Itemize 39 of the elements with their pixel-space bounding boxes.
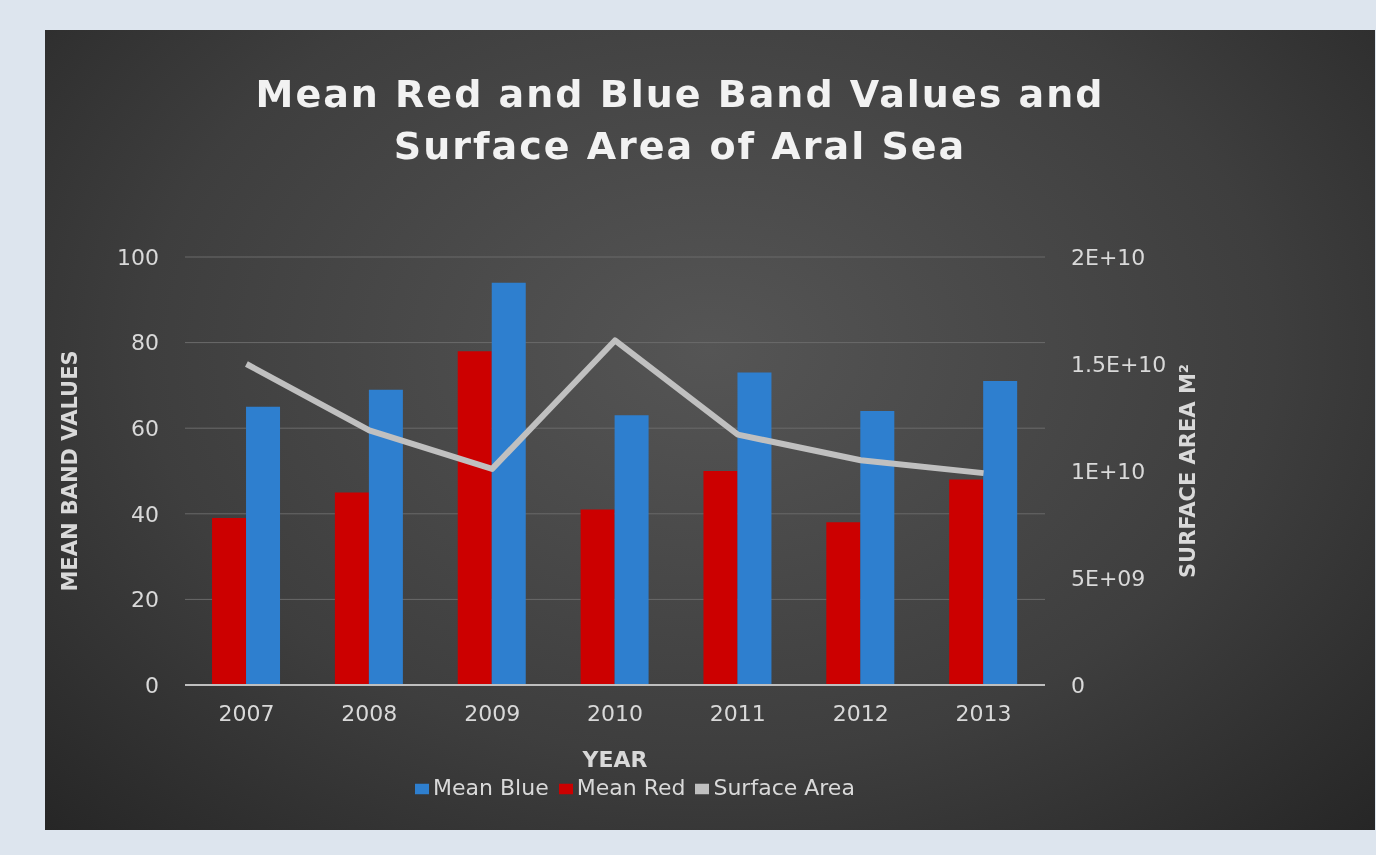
bar — [457, 351, 492, 685]
y2-tick-label: 1.5E+10 — [1071, 351, 1167, 377]
y2-axis-title: SURFACE AREA M² — [1176, 363, 1200, 579]
legend-label: Surface Area — [713, 775, 855, 800]
x-tick-label: 2013 — [955, 700, 1012, 726]
y2-tick-label: 2E+10 — [1071, 244, 1146, 270]
x-tick-label: 2008 — [341, 700, 398, 726]
bar — [737, 372, 772, 685]
y-tick-label: 0 — [145, 672, 159, 698]
legend-label: Mean Red — [576, 775, 686, 800]
x-tick-label: 2010 — [587, 700, 643, 726]
bar — [860, 411, 895, 685]
bar — [983, 381, 1018, 685]
x-tick-label: 2012 — [832, 700, 889, 726]
bar — [212, 518, 247, 685]
y2-tick-label: 1E+10 — [1071, 458, 1146, 484]
y-tick-label: 60 — [131, 416, 159, 442]
bar — [491, 282, 526, 685]
x-tick-label: 2011 — [709, 700, 766, 726]
bar — [580, 509, 615, 685]
y-tick-label: 20 — [131, 587, 159, 613]
bar — [246, 406, 281, 685]
bar — [826, 522, 861, 685]
x-axis-title: YEAR — [581, 747, 648, 772]
y-tick-label: 40 — [131, 501, 159, 527]
y-tick-label: 80 — [131, 330, 159, 356]
bar — [703, 471, 738, 685]
y-axis-title: MEAN BAND VALUES — [58, 350, 83, 592]
y-tick-label: 100 — [117, 244, 159, 270]
bar — [334, 492, 369, 685]
y2-tick-label: 0 — [1071, 672, 1085, 698]
chart-title: Mean Red and Blue Band Values and Surface Area of Aral Sea — [254, 71, 1106, 170]
x-tick-label: 2007 — [218, 700, 275, 726]
bar — [614, 415, 649, 685]
bar — [949, 479, 984, 685]
y2-tick-label: 5E+09 — [1071, 565, 1146, 591]
legend-label: Mean Blue — [433, 775, 549, 800]
bar — [368, 389, 403, 685]
x-tick-label: 2009 — [464, 700, 521, 726]
